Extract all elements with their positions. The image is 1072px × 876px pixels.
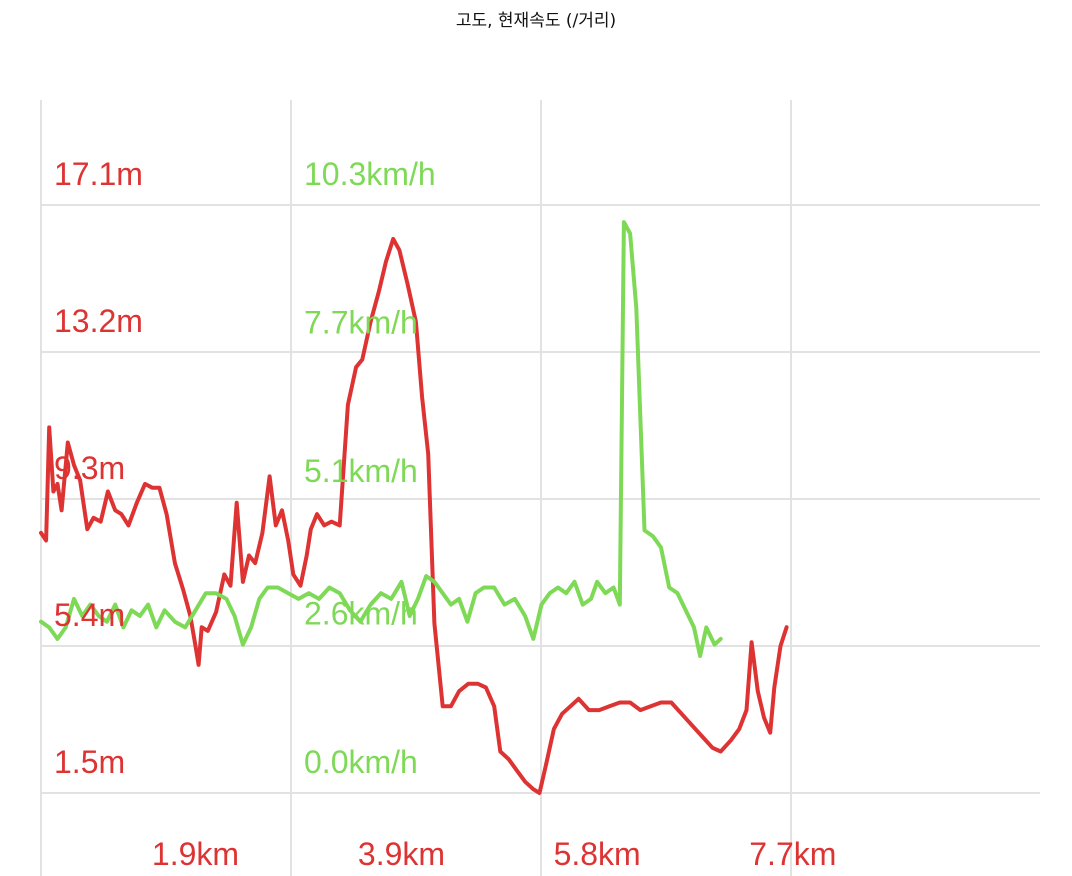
speed-y-tick-label: 2.6km/h — [304, 596, 418, 632]
x-tick-label: 3.9km — [358, 836, 445, 872]
elevation-y-tick-label: 1.5m — [54, 744, 125, 780]
speed-y-tick-label: 0.0km/h — [304, 744, 418, 780]
elevation-y-tick-label: 17.1m — [54, 156, 143, 192]
speed-y-tick-label: 7.7km/h — [304, 304, 418, 340]
x-tick-label: 5.8km — [554, 836, 641, 872]
grid-lines — [40, 100, 1040, 876]
tick-labels: 1.5m 5.4m 9.3m 13.2m 17.1m 0.0km/h 2.6km/h 5.1k… — [54, 156, 836, 872]
x-tick-label: 7.7km — [749, 836, 836, 872]
chart-title: 고도, 현재속도 (/거리) — [455, 11, 617, 31]
elevation-y-tick-label: 9.3m — [54, 450, 125, 486]
speed-y-tick-label: 5.1km/h — [304, 453, 418, 489]
series-layer — [39, 220, 789, 795]
speed-series-line — [39, 220, 723, 658]
elevation-y-tick-label: 5.4m — [54, 597, 125, 633]
elevation-series-line — [39, 236, 789, 795]
elevation-y-tick-label: 13.2m — [54, 303, 143, 339]
speed-y-tick-label: 10.3km/h — [304, 156, 436, 192]
x-tick-label: 1.9km — [152, 836, 239, 872]
